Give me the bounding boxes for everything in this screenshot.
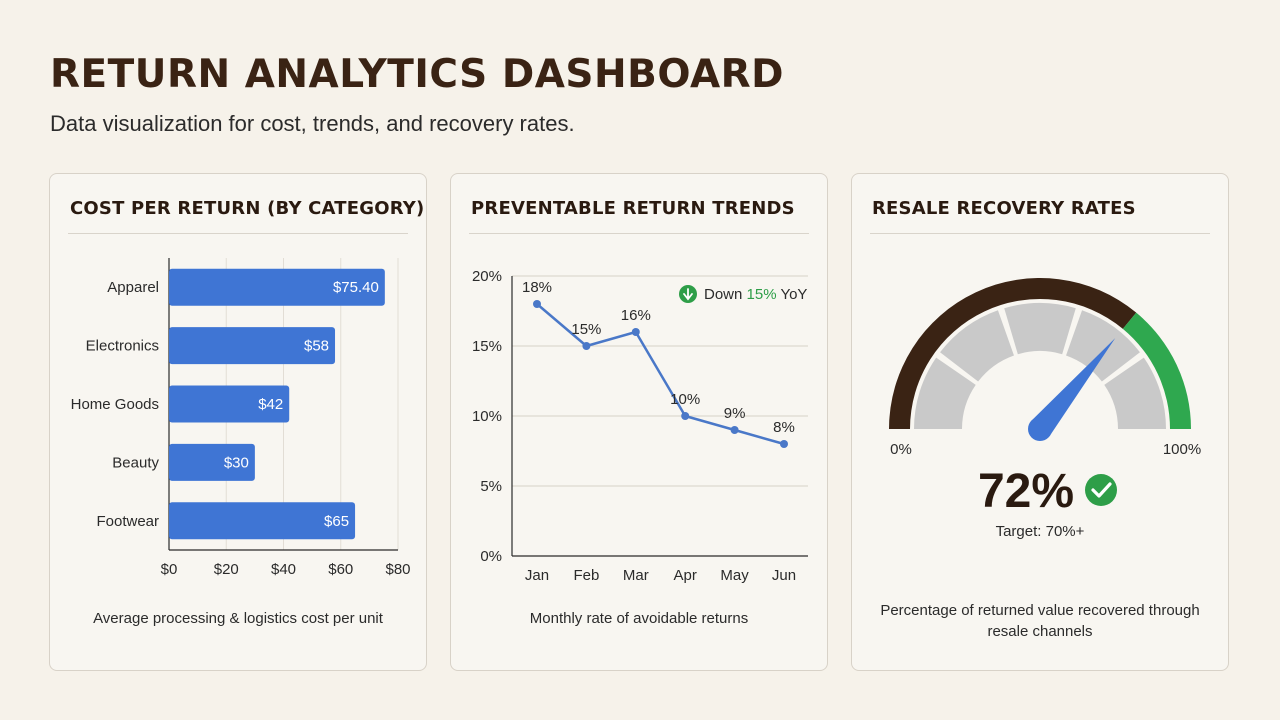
gauge-segment	[940, 310, 1014, 382]
bar-value-label: $65	[324, 513, 349, 530]
bar-value-label: $58	[304, 338, 329, 355]
bar-value-label: $30	[224, 454, 249, 471]
recovery-gauge: 0% 100% 72% Target: 70%+	[889, 278, 1201, 540]
trends-card-title: PREVENTABLE RETURN TRENDS	[471, 198, 795, 219]
data-point	[631, 328, 640, 336]
gauge-segment	[914, 357, 976, 429]
point-value-label: 8%	[773, 419, 795, 436]
category-label: Footwear	[96, 513, 159, 530]
gauge-segment	[1004, 303, 1076, 355]
series-line	[536, 303, 785, 446]
cost-per-return-card: COST PER RETURN (BY CATEGORY) $0 $20 $40 $6…	[49, 173, 427, 671]
gauge-segment	[1066, 310, 1140, 382]
dashboard-header: RETURN ANALYTICS DASHBOARD Data visualiz…	[50, 52, 784, 137]
gauge-segment	[1104, 357, 1166, 429]
page-subtitle: Data visualization for cost, trends, and…	[50, 111, 575, 136]
point-value-label: 16%	[621, 307, 651, 324]
gauge-max-label: 100%	[1163, 441, 1201, 458]
x-tick-label: Jan	[525, 567, 549, 584]
return-trends-card: PREVENTABLE RETURN TRENDS 0% 5% 10% 15% 20% 1…	[450, 173, 828, 671]
y-tick-label: 10%	[472, 408, 502, 425]
data-point	[730, 426, 739, 434]
y-tick-label: 15%	[472, 338, 502, 355]
trends-card-caption: Monthly rate of avoidable returns	[529, 610, 749, 627]
bar	[169, 327, 336, 365]
data-point	[533, 300, 541, 308]
x-tick-label: Feb	[573, 567, 599, 584]
page-title: RETURN ANALYTICS DASHBOARD	[50, 52, 785, 97]
cost-card-divider	[68, 233, 408, 234]
data-point	[780, 440, 788, 448]
x-tick-label: $0	[161, 561, 178, 578]
point-value-label: 15%	[571, 321, 601, 338]
bar-value-label: $42	[258, 396, 283, 413]
down-arrow-glyph	[683, 288, 693, 301]
bar	[169, 502, 356, 540]
cost-card-title: COST PER RETURN (BY CATEGORY)	[70, 198, 425, 219]
y-tick-label: 20%	[472, 268, 502, 285]
check-glyph	[1091, 482, 1112, 498]
x-tick-label: Jun	[772, 567, 796, 584]
point-value-label: 18%	[522, 279, 552, 296]
x-tick-label: May	[720, 567, 749, 584]
recovery-value: 72%	[978, 465, 1074, 518]
point-value-label: 9%	[724, 405, 746, 422]
bar	[169, 443, 255, 481]
y-tick-label: 5%	[480, 478, 502, 495]
recovery-card-divider	[870, 233, 1210, 234]
x-tick-label: $80	[385, 561, 410, 578]
trend-line-chart: 0% 5% 10% 15% 20% 18% Jan 15% Feb 16% Mar 10% Apr 9% M…	[472, 268, 808, 584]
bar	[169, 268, 385, 306]
x-tick-label: Mar	[623, 567, 649, 584]
bar-value-label: $75.40	[333, 279, 379, 296]
gauge-needle-hub	[1028, 417, 1052, 441]
data-point	[582, 342, 591, 350]
category-label: Electronics	[86, 338, 159, 355]
gauge-min-label: 0%	[890, 441, 912, 458]
gauge-outer-arc-green	[1122, 312, 1191, 429]
yoy-badge-text: Down 15% YoY	[704, 286, 807, 303]
y-tick-label: 0%	[480, 548, 502, 565]
x-tick-label: $60	[328, 561, 353, 578]
category-label: Apparel	[107, 279, 159, 296]
resale-recovery-card: RESALE RECOVERY RATES 0% 100% 72% Target: 7…	[851, 173, 1229, 671]
gauge-outer-arc-dark	[889, 278, 1137, 429]
x-tick-label: $40	[271, 561, 296, 578]
cost-bar-chart: $0 $20 $40 $60 $80 Apparel $75.40 Electronics $5…	[71, 258, 411, 578]
recovery-card-title: RESALE RECOVERY RATES	[872, 198, 1136, 219]
point-value-label: 10%	[670, 391, 700, 408]
data-point	[681, 412, 690, 420]
trends-card-divider	[469, 233, 809, 234]
gauge-needle	[1030, 338, 1116, 437]
cost-card-caption: Average processing & logistics cost per …	[93, 610, 383, 627]
recovery-card-caption: Percentage of returned value recovered t…	[880, 602, 1200, 640]
x-tick-label: $20	[214, 561, 239, 578]
category-label: Home Goods	[71, 396, 159, 413]
recovery-target: Target: 70%+	[996, 523, 1085, 540]
bar	[169, 385, 290, 423]
check-icon	[1085, 474, 1117, 506]
category-label: Beauty	[112, 454, 159, 471]
x-tick-label: Apr	[674, 567, 697, 584]
